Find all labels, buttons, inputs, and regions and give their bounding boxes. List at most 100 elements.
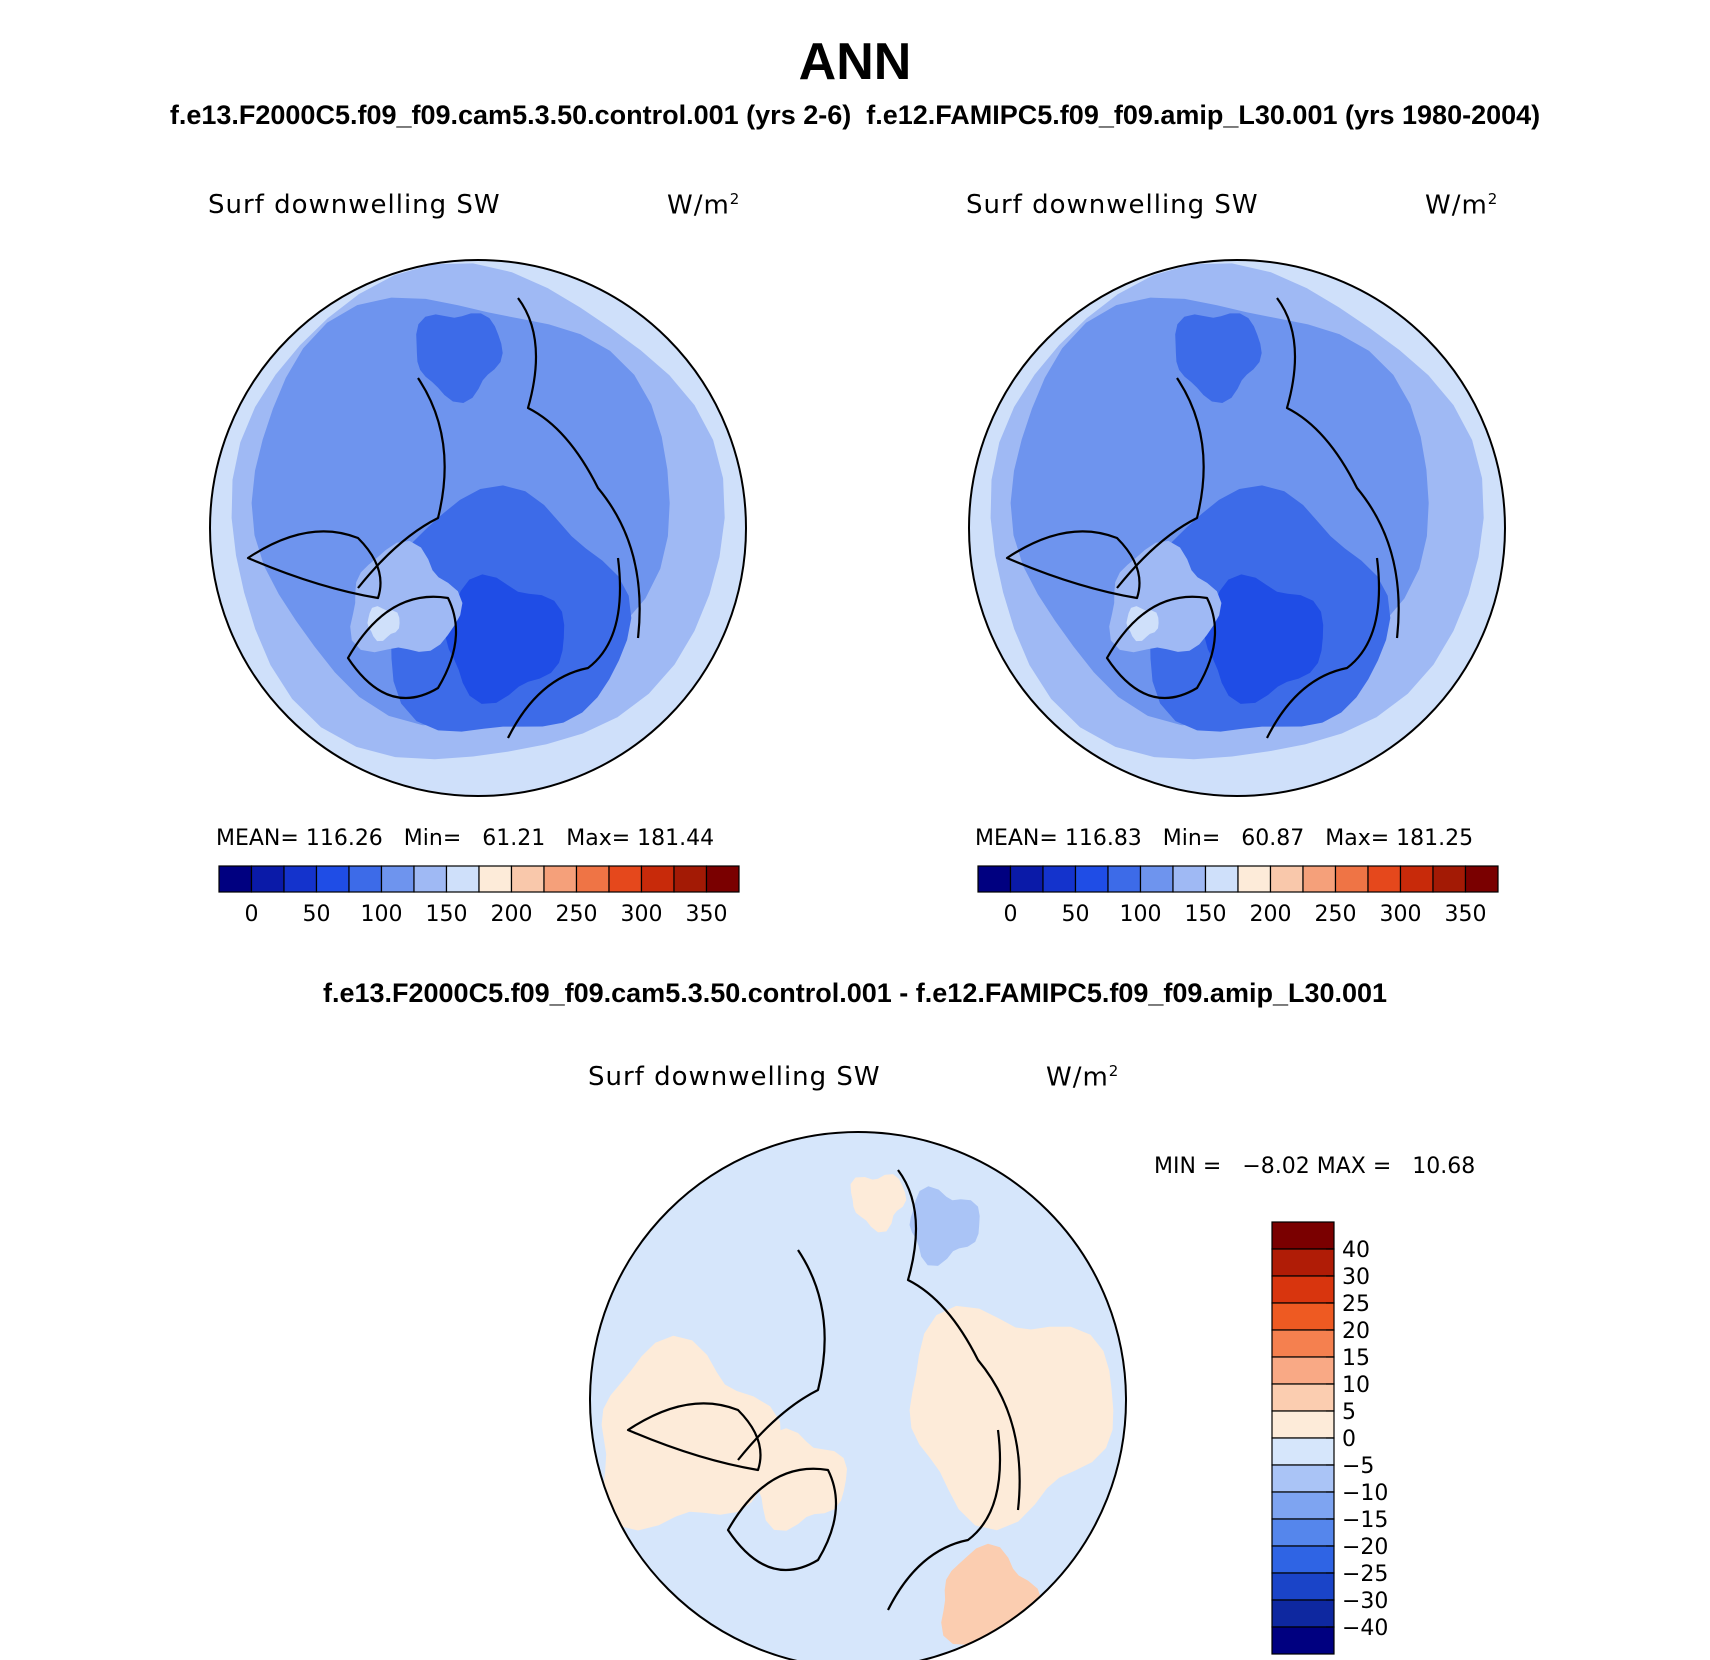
diff-title: f.e13.F2000C5.f09_f09.cam5.3.50.control.… xyxy=(322,978,1388,1008)
panel2-colorbar-tick-label: 250 xyxy=(1315,902,1357,927)
panel1-colorbar-bin xyxy=(575,865,610,893)
panel3-min-label: MIN = xyxy=(1154,1154,1222,1179)
panel1-coastline xyxy=(517,297,641,639)
panel2-mean-label: MEAN= xyxy=(975,826,1058,851)
panel2-colorbar-tick-label: 100 xyxy=(1120,902,1162,927)
panel2-atlantic-min xyxy=(1204,574,1324,704)
panel1-colorbar-bin xyxy=(413,865,448,893)
panel3-coastline xyxy=(897,1169,1021,1511)
panel1-min-label: Min= xyxy=(403,826,462,851)
panel3-colorbar-bin xyxy=(1271,1329,1335,1358)
panel3-pos-east xyxy=(909,1305,1114,1531)
panel2-map-border xyxy=(968,259,1506,797)
panel2-colorbar-tick-label: 350 xyxy=(1445,902,1487,927)
panel1-units-label: W/m2 xyxy=(667,190,740,221)
panel2-coastline xyxy=(1005,530,1141,600)
panel2-colorbar-bin xyxy=(1367,865,1402,893)
panel3-colorbar-bin xyxy=(1271,1356,1335,1385)
panel3-coastline xyxy=(737,1249,826,1461)
panel2-units-exp: 2 xyxy=(1487,190,1499,208)
panel3-colorbar-bin xyxy=(1271,1572,1335,1601)
panel2-mean-value: 116.83 xyxy=(1064,826,1142,851)
panel1-min-value: 61.21 xyxy=(482,826,546,851)
panel3-units-label: W/m2 xyxy=(1046,1062,1119,1093)
panel2-coastline xyxy=(1266,557,1381,739)
panel1-colorbar-bin xyxy=(510,865,545,893)
panel2-colorbar-bin xyxy=(1464,865,1499,893)
panel2-colorbar-tick-label: 200 xyxy=(1250,902,1292,927)
figure-subtitle: f.e13.F2000C5.f09_f09.cam5.3.50.control.… xyxy=(0,100,1710,131)
panel3-units: W/m xyxy=(1046,1062,1109,1093)
panel1-coastline xyxy=(346,595,458,700)
panel3-variable-label: Surf downwelling SW xyxy=(588,1062,881,1092)
panel1-colorbar-tick-label: 300 xyxy=(621,902,663,927)
panel2-colorbar-bin xyxy=(1269,865,1304,893)
panel3-colorbar-tick-label: −40 xyxy=(1342,1616,1388,1641)
panel2-colorbar-bin xyxy=(1399,865,1434,893)
panel1-colorbar-bin xyxy=(705,865,740,893)
panel2-variable-label: Surf downwelling SW xyxy=(966,190,1259,220)
panel3-neg-pacific xyxy=(909,1186,980,1266)
panel3-pos-west xyxy=(601,1335,781,1531)
panel3-colorbar-bin xyxy=(1271,1437,1335,1466)
panel2-colorbar-bin xyxy=(1042,865,1077,893)
panel3-colorbar-tick-label: 10 xyxy=(1342,1373,1370,1398)
panel1-coastline xyxy=(507,557,622,739)
panel2-colorbar-bin xyxy=(1107,865,1142,893)
panel2-stats: MEAN= 116.83 Min= 60.87 Max= 181.25 xyxy=(975,826,1473,851)
panel3-colorbar-bin xyxy=(1271,1518,1335,1547)
panel1-mean-value: 116.26 xyxy=(305,826,383,851)
panel3-colorbar-bin xyxy=(1271,1302,1335,1331)
figure-title: ANN xyxy=(798,33,912,91)
panel1-colorbar-tick-label: 200 xyxy=(491,902,533,927)
panel3-colorbar-tick-label: −20 xyxy=(1342,1535,1388,1560)
panel3-coastline xyxy=(887,1429,1002,1611)
panel3-pos-greenland xyxy=(754,1428,847,1531)
panel3-colorbar-tick-label: 0 xyxy=(1342,1427,1356,1452)
panel2-colorbar-tick-label: 0 xyxy=(1004,902,1018,927)
panel3-neg-background xyxy=(590,1132,1126,1660)
panel3-coastline xyxy=(626,1402,762,1472)
panel3-colorbar-bin xyxy=(1271,1599,1335,1628)
panel1-colorbar-bin xyxy=(543,865,578,893)
panel2-units: W/m xyxy=(1425,190,1488,221)
panel3-colorbar-tick-label: −15 xyxy=(1342,1508,1388,1533)
panel3-colorbar-bin xyxy=(1271,1221,1335,1250)
panel2-colorbar-bin xyxy=(1334,865,1369,893)
panel2-pacific-low xyxy=(1175,313,1262,403)
panel3-min-value: −8.02 xyxy=(1242,1154,1310,1179)
panel1-variable-label: Surf downwelling SW xyxy=(208,190,501,220)
panel1-greenland-peak xyxy=(367,606,400,642)
panel2-min-label: Min= xyxy=(1162,826,1221,851)
panel1-colorbar-bin xyxy=(250,865,285,893)
panel1-max-label: Max= xyxy=(566,826,631,851)
panel1-units: W/m xyxy=(667,190,730,221)
panel3-colorbar-tick-label: −30 xyxy=(1342,1589,1388,1614)
panel2-coastline xyxy=(1105,595,1217,700)
panel3-colorbar-bin xyxy=(1271,1626,1335,1655)
panel2-units-label: W/m2 xyxy=(1425,190,1498,221)
panel2-greenland-peak xyxy=(1126,606,1159,642)
panel1-colorbar-tick-label: 350 xyxy=(686,902,728,927)
panel3-colorbar-tick-label: −5 xyxy=(1342,1454,1374,1479)
panel2-colorbar-bin xyxy=(1432,865,1467,893)
panel2-coastline xyxy=(1276,297,1400,639)
panel1-mean-label: MEAN= xyxy=(216,826,299,851)
panel2-colorbar-tick-label: 300 xyxy=(1380,902,1422,927)
subtitle-left: f.e13.F2000C5.f09_f09.cam5.3.50.control.… xyxy=(169,100,852,130)
panel3-stats: MIN = −8.02 MAX = 10.68 xyxy=(1154,1154,1475,1179)
panel3-colorbar-bin xyxy=(1271,1410,1335,1439)
panel3-colorbar-tick-label: −25 xyxy=(1342,1562,1388,1587)
panel3-max-value: 10.68 xyxy=(1412,1154,1476,1179)
panel3-colorbar-tick-label: 15 xyxy=(1342,1346,1370,1371)
panel3-colorbar-tick-label: −10 xyxy=(1342,1481,1388,1506)
panel2-colorbar-bin xyxy=(1302,865,1337,893)
panel3-colorbar-tick-label: 20 xyxy=(1342,1319,1370,1344)
panel2-max-label: Max= xyxy=(1325,826,1390,851)
panel1-max-value: 181.44 xyxy=(637,826,715,851)
panel3-colorbar-bin xyxy=(1271,1383,1335,1412)
